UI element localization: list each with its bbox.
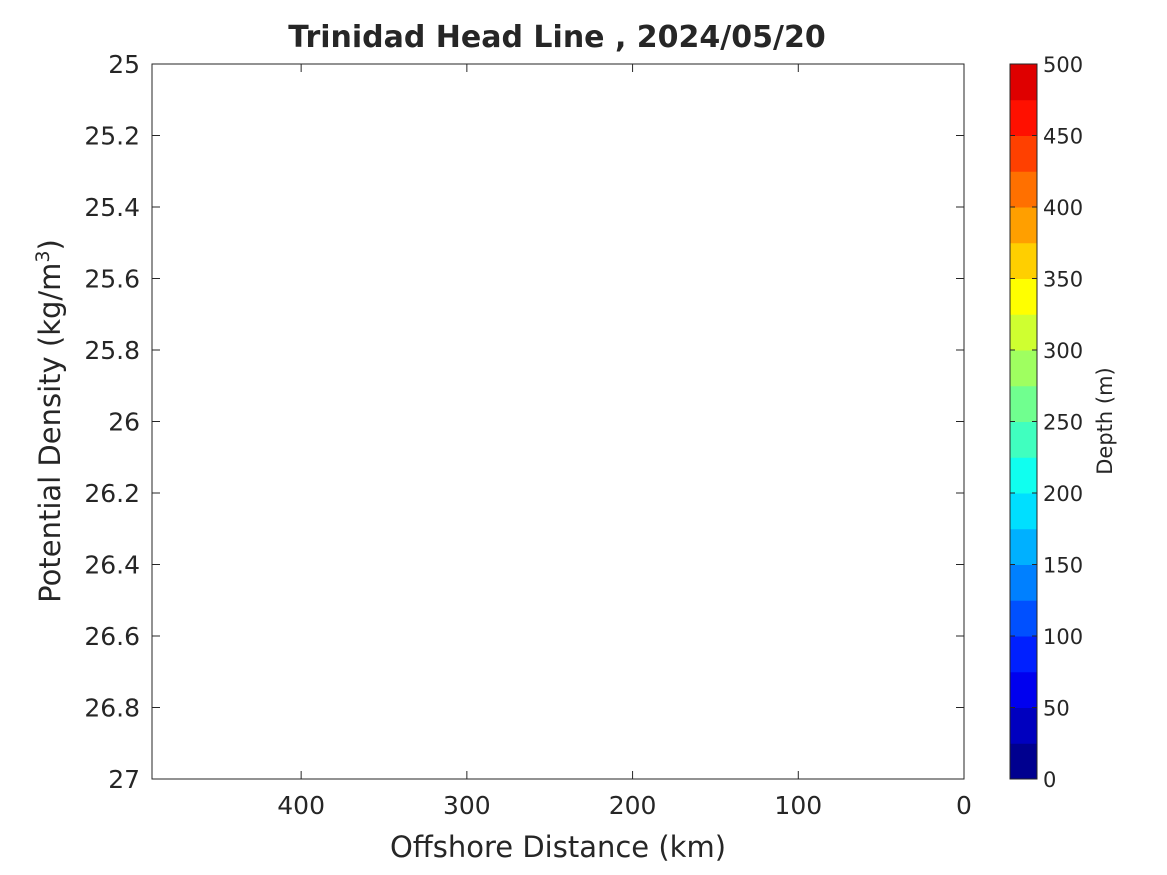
- colorbar-step: [1010, 278, 1037, 315]
- colorbar-tick-label: 150: [1043, 554, 1083, 578]
- colorbar-step: [1010, 242, 1037, 279]
- colorbar-ticks: 0 50 100 150 200 250 300 350 400 450 500: [1010, 53, 1083, 792]
- colorbar-step: [1010, 64, 1037, 101]
- colorbar-tick-label: 250: [1043, 411, 1083, 435]
- colorbar-tick-label: 50: [1043, 697, 1070, 721]
- y-tick-label: 25.6: [84, 265, 140, 294]
- chart-title: Trinidad Head Line , 2024/05/20: [288, 20, 825, 55]
- y-tick-label: 26.6: [84, 622, 140, 651]
- colorbar: 0 50 100 150 200 250 300 350 400 450 500 Depth (m): [1009, 53, 1117, 792]
- y-tick-label: 26.8: [84, 694, 140, 723]
- y-axis-label-main: Potential Density (kg/m: [33, 263, 67, 603]
- colorbar-step: [1010, 743, 1037, 780]
- y-tick-label: 27: [108, 765, 140, 794]
- x-tick-label: 300: [443, 791, 491, 820]
- y-axis-label-close: ): [33, 239, 67, 250]
- colorbar-tick-label: 450: [1043, 125, 1083, 149]
- colorbar-step: [1010, 314, 1037, 351]
- colorbar-step: [1010, 528, 1037, 565]
- x-tick-label: 400: [277, 791, 325, 820]
- colorbar-step: [1010, 493, 1037, 530]
- colorbar-steps: [1010, 64, 1037, 780]
- colorbar-step: [1010, 421, 1037, 458]
- plot-background: [152, 64, 964, 779]
- colorbar-step: [1010, 564, 1037, 601]
- y-tick-label: 25.8: [84, 336, 140, 365]
- x-tick-label: 0: [956, 791, 972, 820]
- colorbar-tick-label: 300: [1043, 339, 1083, 363]
- colorbar-step: [1010, 385, 1037, 422]
- colorbar-tick-label: 200: [1043, 482, 1083, 506]
- colorbar-tick-label: 0: [1043, 768, 1056, 792]
- y-axis-label-superscript: 3: [32, 250, 54, 262]
- colorbar-step: [1010, 135, 1037, 172]
- plot-area: 400 300 200 100 0 25 25.2 25.4 25.6 25.8 26 26.2 26…: [84, 50, 972, 820]
- x-axis-label: Offshore Distance (km): [390, 830, 726, 864]
- colorbar-step: [1010, 99, 1037, 136]
- y-tick-label: 26.2: [84, 479, 140, 508]
- colorbar-tick-label: 500: [1043, 53, 1083, 77]
- colorbar-step: [1010, 207, 1037, 244]
- colorbar-step: [1010, 171, 1037, 208]
- x-tick-label: 200: [609, 791, 657, 820]
- x-tick-label: 100: [774, 791, 822, 820]
- colorbar-step: [1010, 457, 1037, 494]
- colorbar-label: Depth (m): [1093, 367, 1117, 474]
- y-axis-ticks: 25 25.2 25.4 25.6 25.8 26 26.2 26.4 26.6 26.8 27: [84, 50, 964, 794]
- colorbar-tick-label: 400: [1043, 196, 1083, 220]
- y-tick-label: 25.2: [84, 122, 140, 151]
- colorbar-step: [1010, 707, 1037, 744]
- colorbar-step: [1010, 600, 1037, 637]
- y-tick-label: 25: [108, 50, 140, 79]
- colorbar-tick-label: 100: [1043, 625, 1083, 649]
- x-axis-ticks: 400 300 200 100 0: [277, 64, 972, 820]
- y-tick-label: 25.4: [84, 193, 140, 222]
- colorbar-step: [1010, 671, 1037, 708]
- y-tick-label: 26: [108, 408, 140, 437]
- y-tick-label: 26.4: [84, 551, 140, 580]
- colorbar-step: [1010, 636, 1037, 673]
- colorbar-step: [1010, 350, 1037, 387]
- colorbar-tick-label: 350: [1043, 268, 1083, 292]
- y-axis-label: Potential Density (kg/m3): [32, 239, 67, 603]
